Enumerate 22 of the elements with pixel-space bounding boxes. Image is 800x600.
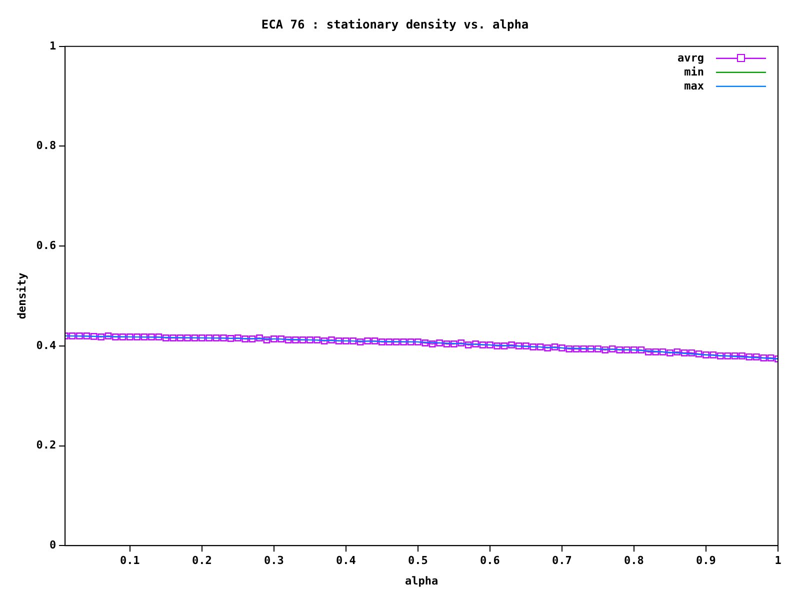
chart-title: ECA 76 : stationary density vs. alpha <box>261 17 529 32</box>
y-tick-label: 0.8 <box>36 139 56 152</box>
x-axis-title: alpha <box>404 574 438 588</box>
x-tick-label: 0.7 <box>552 554 572 568</box>
x-tick-label: 0.2 <box>192 554 212 568</box>
y-tick-label: 0.4 <box>36 338 56 352</box>
x-tick-label: 0.6 <box>480 554 500 568</box>
legend-label: min <box>684 65 704 78</box>
y-tick-label: 0 <box>49 538 56 552</box>
y-tick-label: 0.2 <box>36 438 56 452</box>
x-tick-label: 0.5 <box>408 554 428 568</box>
x-tick-label: 0.8 <box>624 554 644 568</box>
y-tick-label: 1 <box>49 39 56 52</box>
legend-label: max <box>684 79 704 92</box>
x-tick-label: 0.3 <box>264 554 284 568</box>
y-axis-title: density <box>15 272 28 320</box>
x-tick-label: 1 <box>774 554 782 568</box>
x-tick-label: 0.9 <box>696 554 716 568</box>
legend-label: avrg <box>678 51 704 64</box>
x-tick-label: 0.4 <box>336 554 356 568</box>
y-tick-label: 0.6 <box>36 238 56 252</box>
x-tick-label: 0.1 <box>120 554 140 568</box>
